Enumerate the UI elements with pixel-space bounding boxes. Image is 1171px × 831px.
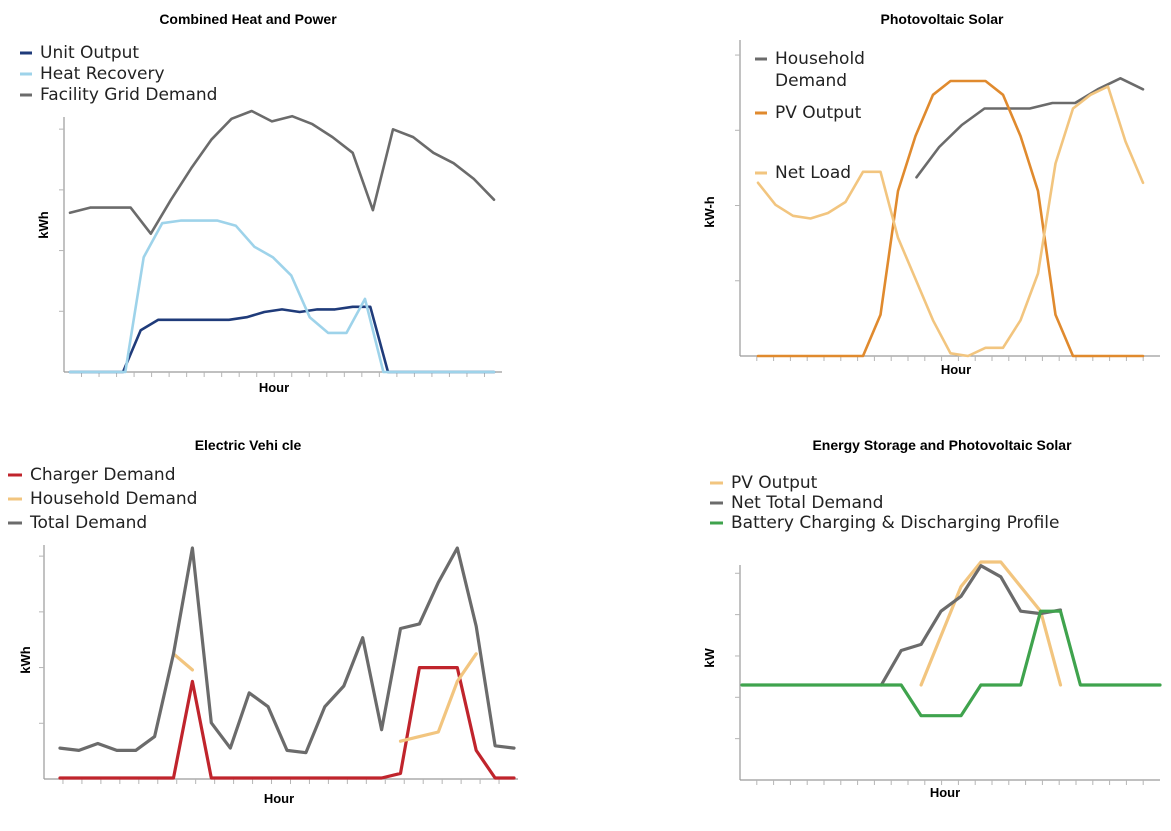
legend-entry: Facility Grid Demand bbox=[40, 85, 217, 105]
chart-title: Energy Storage and Photovoltaic Solar bbox=[812, 437, 1072, 453]
chart-panel-1: Combined Heat and Power Hour kWh Unit Outpu… bbox=[20, 11, 502, 395]
legend-entry: Charger Demand bbox=[30, 465, 176, 485]
y-axis-label: kW-h bbox=[702, 196, 717, 228]
legend-entry: Net Load bbox=[775, 163, 851, 183]
series-line-net-total-demand bbox=[879, 564, 1063, 687]
legend-entry: Battery Charging & Discharging Profile bbox=[731, 513, 1059, 533]
chart-title: Electric Vehi cle bbox=[195, 437, 302, 453]
series-line-household-demand bbox=[915, 77, 1145, 179]
series-line-pv-output bbox=[919, 560, 1063, 687]
chart-panel-4: Energy Storage and Photovoltaic Solar Hou… bbox=[702, 437, 1162, 800]
series-line-pv-output bbox=[756, 79, 1145, 358]
series-line-net-load bbox=[756, 85, 1145, 358]
chart-title: Photovoltaic Solar bbox=[881, 11, 1004, 27]
legend-entry: Unit Output bbox=[40, 43, 139, 63]
legend-entry: PV Output bbox=[731, 473, 818, 493]
series-line-heat-recovery bbox=[68, 219, 496, 374]
legend-entry: PV Output bbox=[775, 103, 862, 123]
series-line-total-demand bbox=[58, 546, 516, 755]
series-line-household-demand bbox=[398, 652, 478, 743]
series-line-facility-grid-demand bbox=[68, 109, 496, 235]
chart-panel-2: Photovoltaic Solar Hour kW-h Household Deman… bbox=[702, 11, 1160, 377]
y-axis-label: kW bbox=[702, 648, 717, 668]
legend-entry: Net Total Demand bbox=[731, 493, 883, 513]
series-line-battery-charging-discharging-profile bbox=[740, 609, 1162, 718]
y-axis-label: kWh bbox=[36, 211, 51, 239]
series-line-charger-demand bbox=[58, 665, 516, 780]
chart-panel-3: Electric Vehi cle Hour kWh Charger Demand Ho… bbox=[8, 437, 518, 806]
x-axis-label: Hour bbox=[264, 791, 294, 806]
legend-entry: Heat Recovery bbox=[40, 64, 165, 84]
x-axis-label: Hour bbox=[941, 362, 971, 377]
legend-entry: Household Demand bbox=[30, 489, 197, 509]
legend-entry: Household Demand bbox=[775, 49, 865, 91]
y-axis-label: kWh bbox=[18, 646, 33, 674]
chart-title: Combined Heat and Power bbox=[159, 11, 337, 27]
x-axis-label: Hour bbox=[930, 785, 960, 800]
legend-entry: Total Demand bbox=[29, 513, 147, 533]
x-axis-label: Hour bbox=[259, 380, 289, 395]
series-line-household-demand bbox=[171, 652, 194, 672]
